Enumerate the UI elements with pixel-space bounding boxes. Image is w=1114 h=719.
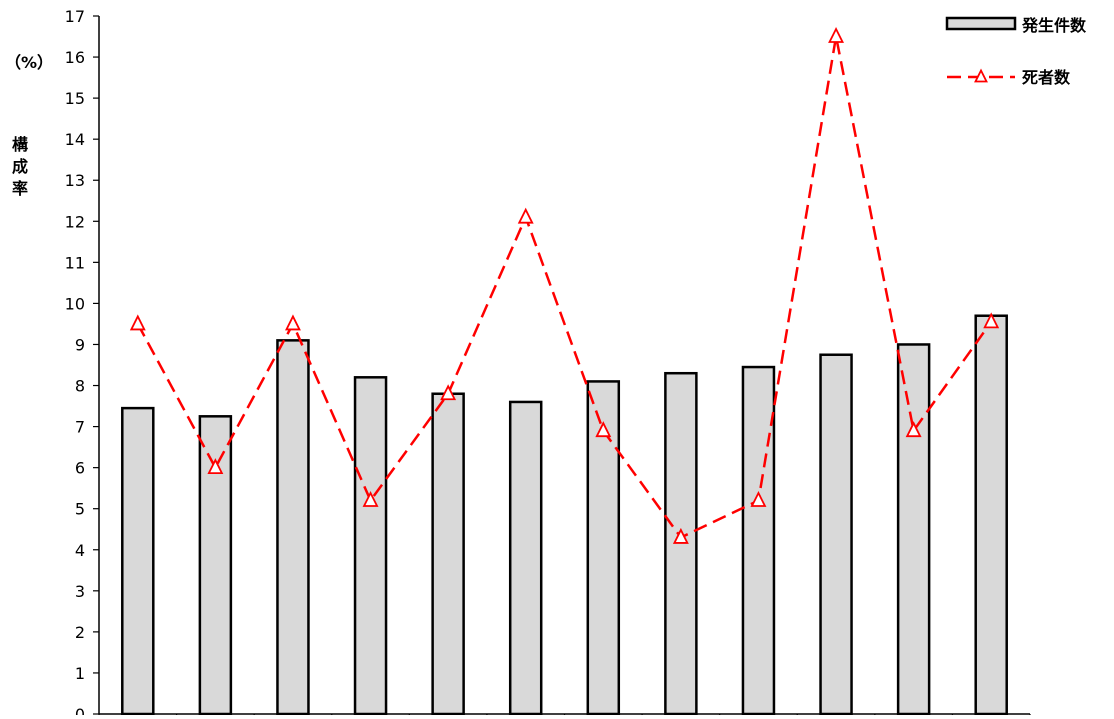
y-tick-label: 11	[65, 253, 85, 272]
bar-11	[896, 343, 931, 716]
y-tick-label: 7	[75, 418, 85, 437]
bar-10	[819, 353, 853, 716]
y-tick-label: 0	[75, 705, 85, 715]
bar-layer	[121, 314, 1008, 716]
y-tick-label: 6	[75, 459, 85, 478]
legend-label-deaths: 死者数	[1022, 68, 1071, 87]
y-axis-title-char: 率	[12, 179, 28, 198]
legend-label-incidents: 発生件数	[1021, 16, 1087, 35]
y-axis-title-char: 構	[12, 135, 28, 154]
bar-9	[741, 365, 776, 716]
deaths-point-8	[672, 527, 689, 544]
legend-triangle-icon	[974, 68, 988, 83]
y-tick-label: 12	[65, 212, 85, 231]
line-layer	[129, 27, 1000, 544]
deaths-line	[136, 36, 993, 540]
y-tick-label: 15	[65, 89, 85, 108]
y-axis-title: 構成率	[12, 135, 28, 198]
bar-4	[353, 376, 388, 716]
y-tick-label: 2	[75, 623, 85, 642]
y-tick-label: 13	[65, 171, 85, 190]
y-tick-label: 17	[65, 7, 85, 26]
y-tick-label: 1	[75, 664, 85, 683]
y-tick-label: 10	[65, 294, 85, 313]
bar-1	[121, 406, 155, 716]
bar-6	[508, 400, 543, 716]
deaths-point-12	[983, 312, 1000, 329]
deaths-point-10	[828, 27, 844, 43]
deaths-point-11	[905, 421, 922, 438]
bar-3	[276, 339, 310, 716]
y-tick-label: 5	[75, 500, 85, 519]
y-tick-label: 16	[65, 48, 85, 67]
bar-7	[586, 380, 621, 716]
deaths-point-9	[750, 490, 767, 507]
y-tick-label: 8	[75, 377, 85, 396]
deaths-point-7	[595, 421, 612, 438]
deaths-point-3	[285, 314, 301, 331]
deaths-point-4	[362, 490, 379, 507]
y-tick-label: 3	[75, 582, 85, 601]
deaths-point-5	[440, 384, 457, 401]
deaths-point-6	[517, 207, 534, 224]
bar-12	[974, 314, 1008, 716]
y-axis-title-char: 成	[12, 157, 28, 176]
label-layer: （%）	[5, 53, 53, 72]
y-tick-label: 14	[65, 130, 85, 149]
bar-5	[431, 392, 465, 716]
y-unit-label: （%）	[5, 53, 53, 72]
legend-bar-swatch	[945, 16, 1017, 31]
deaths-point-2	[207, 458, 224, 475]
y-tick-label: 9	[75, 335, 85, 354]
deaths-point-1	[129, 314, 146, 331]
y-tick-label: 4	[75, 541, 85, 560]
